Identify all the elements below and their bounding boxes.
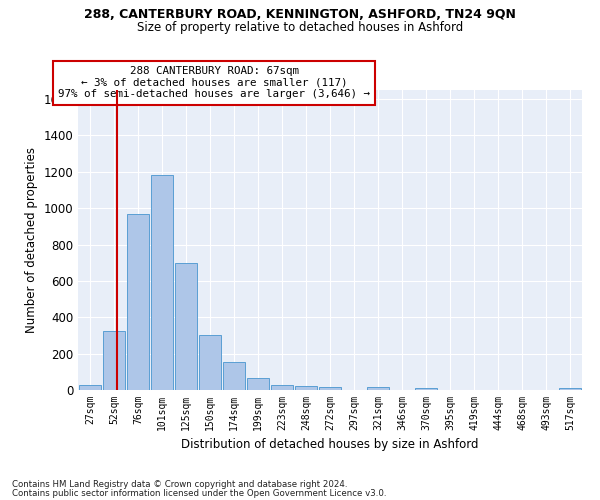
Bar [295,386,317,390]
X-axis label: Distribution of detached houses by size in Ashford: Distribution of detached houses by size … [181,438,479,452]
Bar [199,336,221,390]
Bar [127,214,149,390]
Text: 288, CANTERBURY ROAD, KENNINGTON, ASHFORD, TN24 9QN: 288, CANTERBURY ROAD, KENNINGTON, ASHFOR… [84,8,516,20]
Y-axis label: Number of detached properties: Number of detached properties [25,147,38,333]
Text: Contains public sector information licensed under the Open Government Licence v3: Contains public sector information licen… [12,488,386,498]
Text: 288 CANTERBURY ROAD: 67sqm
← 3% of detached houses are smaller (117)
97% of semi: 288 CANTERBURY ROAD: 67sqm ← 3% of detac… [58,66,370,99]
Bar [559,388,581,390]
Bar [247,378,269,390]
Bar [79,384,101,390]
Bar [103,331,125,390]
Bar [271,385,293,390]
Bar [319,386,341,390]
Bar [367,388,389,390]
Bar [223,362,245,390]
Bar [151,174,173,390]
Text: Size of property relative to detached houses in Ashford: Size of property relative to detached ho… [137,21,463,34]
Text: Contains HM Land Registry data © Crown copyright and database right 2024.: Contains HM Land Registry data © Crown c… [12,480,347,489]
Bar [415,388,437,390]
Bar [175,262,197,390]
